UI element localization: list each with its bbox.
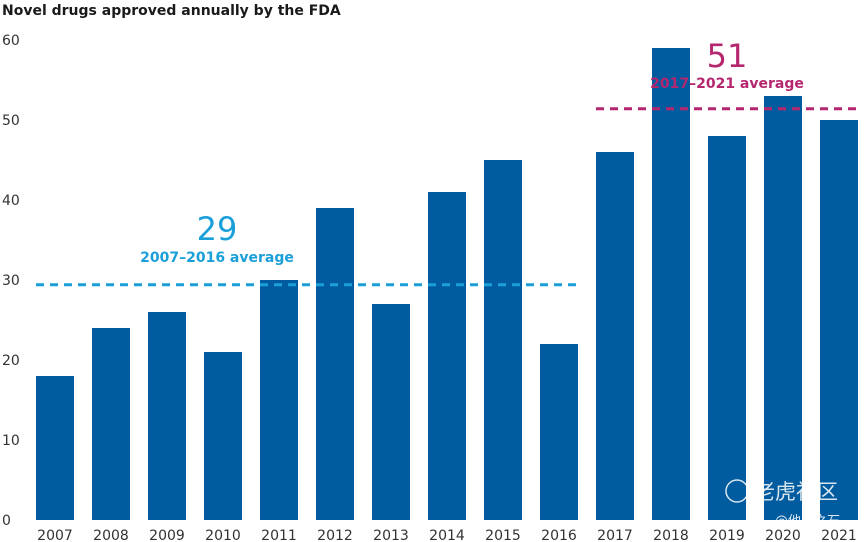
bar-2017 <box>596 152 634 520</box>
bar-2020 <box>764 96 802 520</box>
x-tick-label: 2007 <box>37 528 73 542</box>
watermark-subtext: @他山之石 <box>775 514 840 529</box>
bar-2007 <box>36 376 74 520</box>
average-period-label: 2017–2021 average <box>650 76 804 92</box>
y-tick-label: 60 <box>2 33 20 49</box>
y-tick-label: 20 <box>2 353 20 369</box>
bar-2011 <box>260 280 298 520</box>
bar-2009 <box>148 312 186 520</box>
watermark: 老虎社区 @他山之石 <box>725 479 840 529</box>
y-tick-label: 50 <box>2 113 20 129</box>
bar-2019 <box>708 136 746 520</box>
average-period-label: 2007–2016 average <box>140 250 294 266</box>
bar-2015 <box>484 160 522 520</box>
y-tick-label: 10 <box>2 433 20 449</box>
average-value-label: 29 <box>197 210 238 248</box>
x-tick-label: 2019 <box>709 528 745 542</box>
bar-2018 <box>652 48 690 520</box>
x-tick-label: 2010 <box>205 528 241 542</box>
bars <box>36 48 858 520</box>
x-tick-label: 2020 <box>765 528 801 542</box>
x-tick-label: 2021 <box>821 528 857 542</box>
watermark-logo-icon <box>725 479 749 503</box>
bar-2013 <box>372 304 410 520</box>
bar-2012 <box>316 208 354 520</box>
bar-2008 <box>92 328 130 520</box>
chart-title: Novel drugs approved annually by the FDA <box>2 3 341 19</box>
x-tick-label: 2018 <box>653 528 689 542</box>
bar-2010 <box>204 352 242 520</box>
x-tick-label: 2014 <box>429 528 465 542</box>
x-tick-label: 2016 <box>541 528 577 542</box>
y-axis: 0 10 20 30 40 50 60 <box>2 33 20 529</box>
bar-2014 <box>428 192 466 520</box>
bar-2021 <box>820 120 858 520</box>
x-tick-label: 2009 <box>149 528 185 542</box>
x-tick-label: 2008 <box>93 528 129 542</box>
x-axis: 2007 2008 2009 2010 2011 2012 2013 2014 2015 2016… <box>37 528 857 542</box>
watermark-text: 老虎社区 <box>754 480 838 504</box>
x-tick-label: 2017 <box>597 528 633 542</box>
y-tick-label: 40 <box>2 193 20 209</box>
bar-2016 <box>540 344 578 520</box>
y-tick-label: 0 <box>2 513 11 529</box>
x-tick-label: 2013 <box>373 528 409 542</box>
average-value-label: 51 <box>707 37 748 75</box>
x-tick-label: 2015 <box>485 528 521 542</box>
x-tick-label: 2011 <box>261 528 297 542</box>
x-tick-label: 2012 <box>317 528 353 542</box>
y-tick-label: 30 <box>2 273 20 289</box>
